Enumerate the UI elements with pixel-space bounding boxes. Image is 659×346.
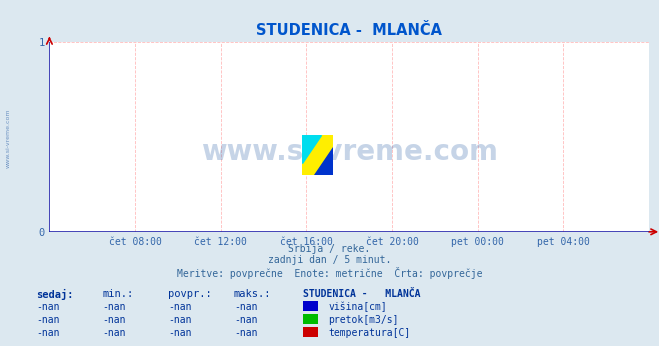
Title: STUDENICA -  MLANČA: STUDENICA - MLANČA (256, 22, 442, 38)
Text: -nan: -nan (234, 315, 258, 325)
Text: -nan: -nan (102, 328, 126, 338)
Text: www.si-vreme.com: www.si-vreme.com (6, 109, 11, 168)
Text: www.si-vreme.com: www.si-vreme.com (201, 138, 498, 166)
Text: -nan: -nan (36, 328, 60, 338)
Polygon shape (302, 135, 321, 163)
Text: temperatura[C]: temperatura[C] (328, 328, 411, 338)
Text: -nan: -nan (168, 315, 192, 325)
Text: min.:: min.: (102, 289, 133, 299)
Text: STUDENICA -   MLANČA: STUDENICA - MLANČA (303, 289, 420, 299)
Text: -nan: -nan (102, 302, 126, 312)
Text: -nan: -nan (234, 328, 258, 338)
Text: zadnji dan / 5 minut.: zadnji dan / 5 minut. (268, 255, 391, 265)
Text: povpr.:: povpr.: (168, 289, 212, 299)
Text: -nan: -nan (234, 302, 258, 312)
Text: -nan: -nan (168, 302, 192, 312)
Text: Meritve: povprečne  Enote: metrične  Črta: povprečje: Meritve: povprečne Enote: metrične Črta:… (177, 267, 482, 279)
Text: -nan: -nan (36, 315, 60, 325)
Text: Srbija / reke.: Srbija / reke. (289, 244, 370, 254)
Text: sedaj:: sedaj: (36, 289, 74, 300)
Text: pretok[m3/s]: pretok[m3/s] (328, 315, 399, 325)
Text: -nan: -nan (36, 302, 60, 312)
Text: višina[cm]: višina[cm] (328, 302, 387, 312)
Text: -nan: -nan (102, 315, 126, 325)
Text: -nan: -nan (168, 328, 192, 338)
Polygon shape (314, 147, 333, 175)
Text: maks.:: maks.: (234, 289, 272, 299)
